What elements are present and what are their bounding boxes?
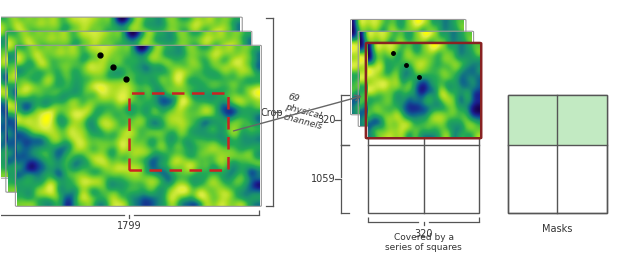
Text: 320: 320 (414, 229, 433, 239)
Text: 1059: 1059 (311, 174, 336, 184)
Bar (508, 95, 607, 145)
Bar (129, 93, 228, 170)
Text: 69
physical
channels: 69 physical channels (282, 92, 328, 131)
Text: Covered by a
series of squares: Covered by a series of squares (385, 233, 462, 252)
Text: 320: 320 (317, 115, 336, 125)
Bar (508, 95, 607, 213)
Text: Crop: Crop (261, 108, 284, 118)
Bar (508, 95, 607, 213)
Bar (368, 95, 479, 213)
Text: Masks: Masks (542, 224, 573, 234)
Text: 1799: 1799 (116, 221, 141, 231)
